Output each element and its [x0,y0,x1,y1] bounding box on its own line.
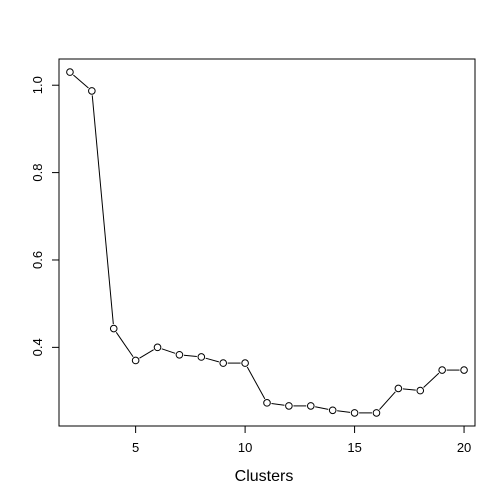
series-line-segment [337,410,351,413]
x-axis-label: Clusters [235,468,294,485]
data-point [350,409,359,417]
series-layer [66,68,468,417]
data-point [285,402,293,410]
data-point [306,402,315,410]
y-axis: 0.4 0.6 0.8 1.0 [30,76,59,356]
x-tick-label: 20 [457,440,471,455]
data-point [328,406,337,415]
series-line-segment [379,391,396,410]
data-point [175,350,184,359]
y-tick-label: 0.6 [30,251,45,269]
data-point [219,359,228,367]
series-line-segment [115,331,134,358]
y-tick-label: 0.8 [30,164,45,182]
series-line-segment [73,74,89,89]
y-tick-label: 0.4 [30,338,45,356]
series-line-segment [183,354,197,358]
data-point [131,356,140,365]
data-point [153,343,162,352]
data-point [241,359,249,367]
data-point [263,399,271,407]
data-point [109,324,118,333]
series-line-segment [402,388,416,391]
x-tick-label: 5 [132,440,139,455]
series-line-segment [139,349,154,359]
data-point [66,68,74,76]
series-line-segment [246,366,266,400]
y-tick-label: 1.0 [30,76,45,94]
data-point [416,386,425,395]
x-axis: 5 10 15 20 [132,426,471,455]
series-line-segment [91,95,114,325]
series-line-segment [205,357,220,363]
series-line-segment [161,348,176,354]
data-point [197,353,206,361]
series-line-segment [423,372,440,388]
data-point [438,366,446,374]
data-point [394,384,403,393]
series-line-segment [271,402,285,406]
x-tick-label: 15 [347,440,361,455]
series-line-segment [315,406,329,410]
x-tick-label: 10 [238,440,252,455]
data-point [372,409,381,417]
data-point [88,87,96,95]
plot-frame [58,58,476,427]
data-point [460,366,468,374]
